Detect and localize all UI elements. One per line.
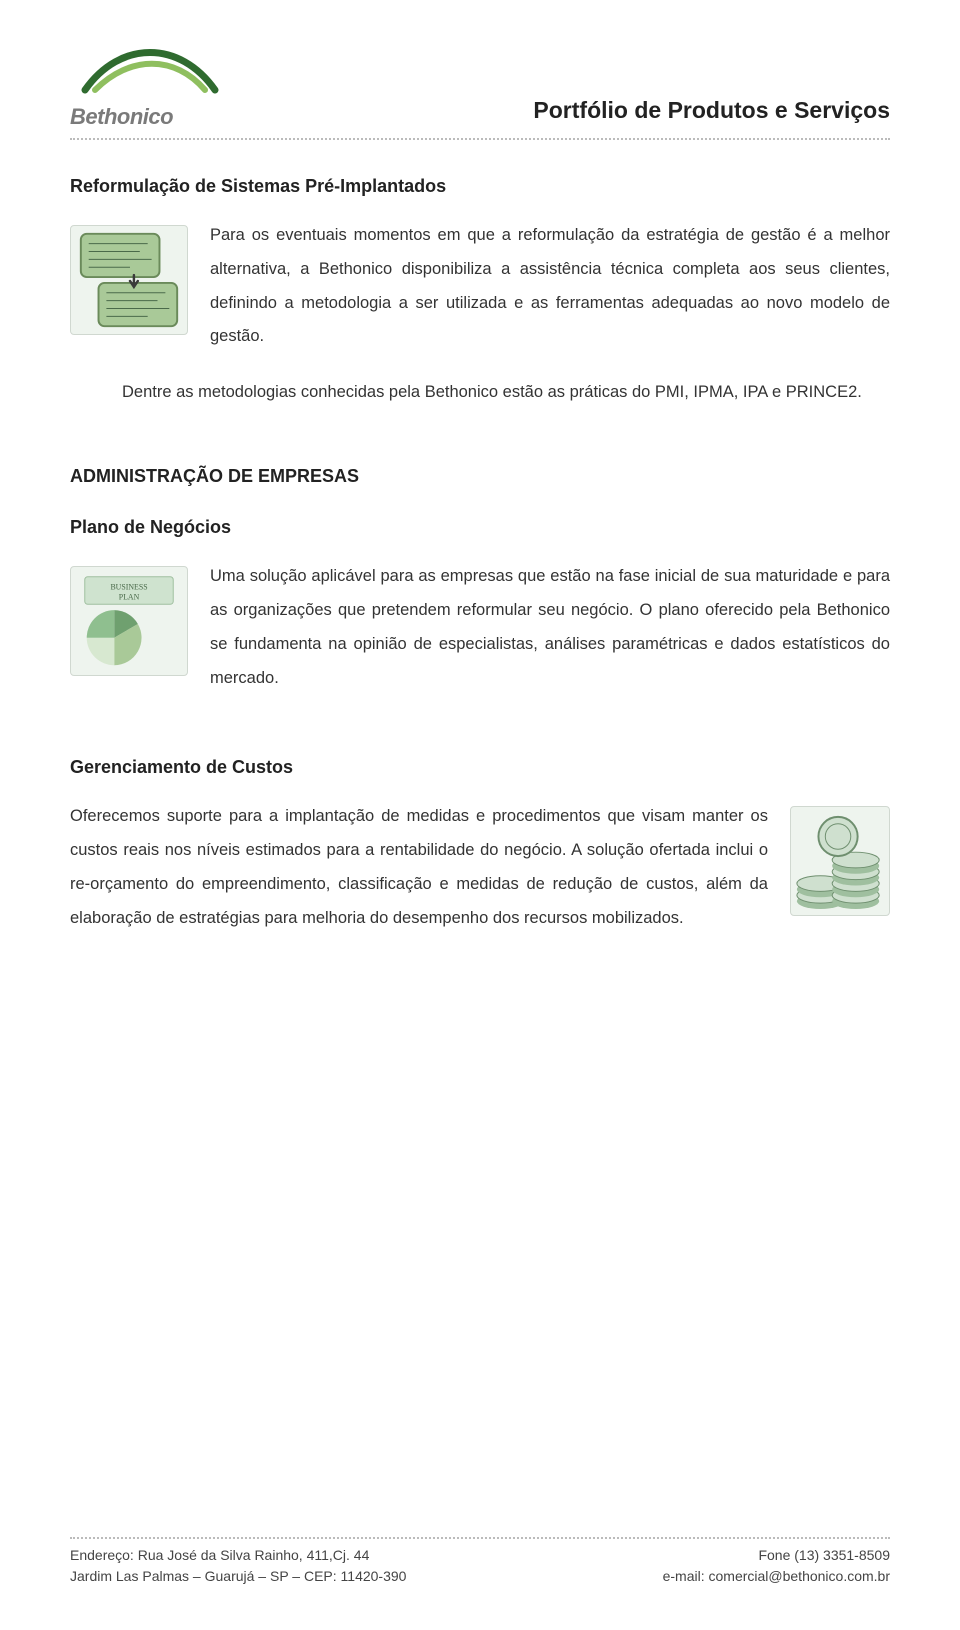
business-plan-label: BUSINESS: [110, 583, 147, 592]
footer-email: e-mail: comercial@bethonico.com.br: [663, 1566, 890, 1588]
section-reformulacao-p1: Para os eventuais momentos em que a refo…: [210, 226, 890, 345]
illustration-business-plan: BUSINESS PLAN: [70, 566, 188, 676]
section-reformulacao-body: Para os eventuais momentos em que a refo…: [70, 219, 890, 354]
footer-divider: [70, 1537, 890, 1539]
brand-logo: Bethonico: [70, 40, 250, 130]
business-plan-icon: BUSINESS PLAN: [71, 566, 187, 676]
section-plano-p1: Uma solução aplicável para as empresas q…: [210, 567, 890, 686]
footer-address-line1: Endereço: Rua José da Silva Rainho, 411,…: [70, 1545, 406, 1567]
section-custos-p1: Oferecemos suporte para a implantação de…: [70, 807, 768, 926]
section-title-administracao: ADMINISTRAÇÃO DE EMPRESAS: [70, 466, 890, 487]
footer-left: Endereço: Rua José da Silva Rainho, 411,…: [70, 1545, 406, 1588]
footer-phone: Fone (13) 3351-8509: [663, 1545, 890, 1567]
page-title: Portfólio de Produtos e Serviços: [533, 97, 890, 130]
section-reformulacao-p2: Dentre as metodologias conhecidas pela B…: [70, 376, 890, 410]
section-plano-body: BUSINESS PLAN Uma solução aplicável para…: [70, 560, 890, 695]
illustration-code-cards: [70, 225, 188, 335]
business-plan-label-2: PLAN: [119, 592, 140, 601]
section-custos-body: Oferecemos suporte para a implantação de…: [70, 800, 890, 935]
illustration-coins: [790, 806, 890, 916]
code-cards-icon: [71, 225, 187, 335]
footer-address-line2: Jardim Las Palmas – Guarujá – SP – CEP: …: [70, 1566, 406, 1588]
section-title-plano: Plano de Negócios: [70, 517, 890, 538]
header-divider: [70, 138, 890, 140]
brand-name: Bethonico: [70, 104, 173, 130]
section-title-reformulacao: Reformulação de Sistemas Pré-Implantados: [70, 176, 890, 197]
section-title-custos: Gerenciamento de Custos: [70, 757, 890, 778]
page-footer: Endereço: Rua José da Silva Rainho, 411,…: [70, 1537, 890, 1588]
page-header: Bethonico Portfólio de Produtos e Serviç…: [70, 40, 890, 130]
footer-right: Fone (13) 3351-8509 e-mail: comercial@be…: [663, 1545, 890, 1588]
logo-swoosh-icon: [80, 40, 220, 100]
coins-icon: [791, 806, 889, 916]
